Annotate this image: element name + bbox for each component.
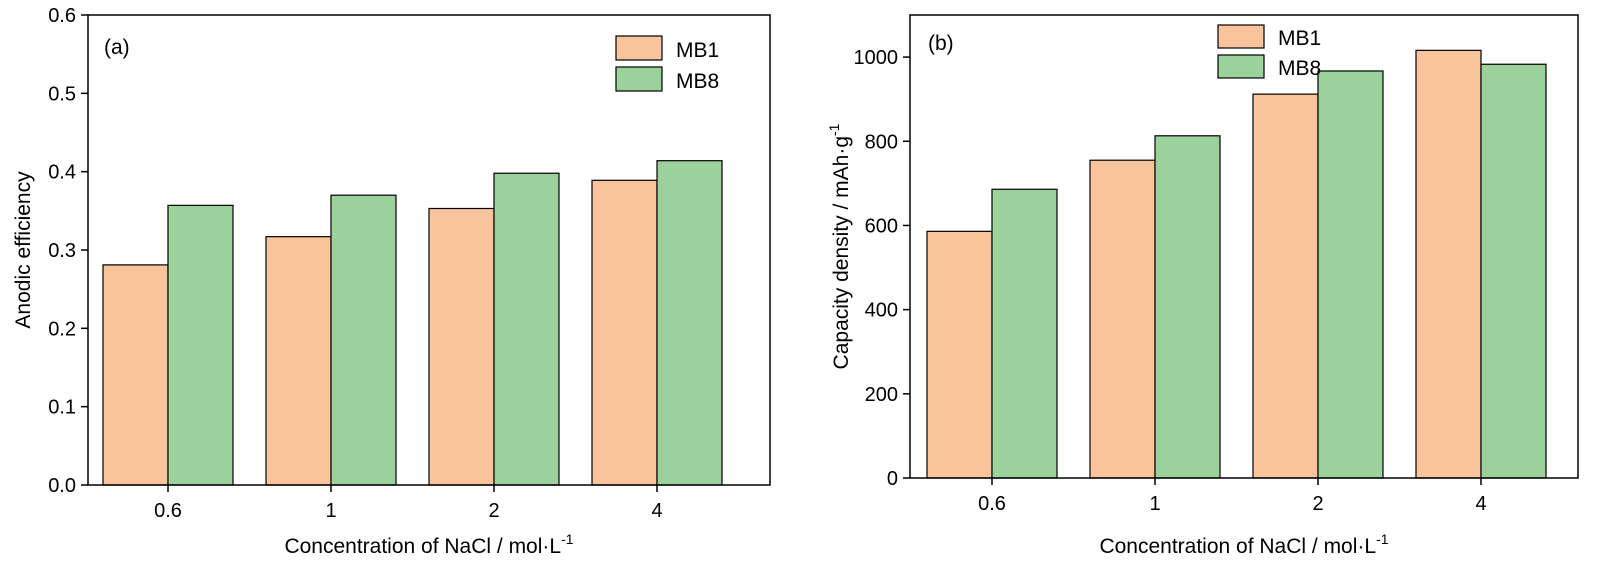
bar-mb8-0_6 bbox=[167, 204, 234, 486]
panel-label: (b) bbox=[928, 32, 954, 55]
legend-label-mb1: MB1 bbox=[676, 39, 719, 62]
y-tick-label: 0.0 bbox=[48, 475, 76, 497]
y-tick-label: 0.4 bbox=[48, 162, 76, 184]
legend-swatch-mb1 bbox=[615, 35, 663, 61]
y-tick-label: 400 bbox=[865, 300, 898, 322]
chart-panel-b: 0.6 1 2 4 0 200 400 600 800 1000 (b) Concentration … bbox=[826, 14, 1579, 558]
x-tick-label: 4 bbox=[1475, 493, 1486, 515]
y-tick-label: 200 bbox=[865, 384, 898, 406]
bar-mb1-2 bbox=[1252, 93, 1319, 479]
bar-mb8-1 bbox=[1154, 135, 1221, 479]
plot-frame bbox=[909, 14, 1579, 479]
legend-label-mb8: MB8 bbox=[1278, 57, 1321, 80]
x-axis-label: Concentration of NaCl / mol·L-1 bbox=[284, 531, 573, 558]
bar-mb1-4 bbox=[591, 179, 658, 486]
x-tick-label: 4 bbox=[651, 500, 662, 522]
bar-mb1-0_6 bbox=[926, 230, 993, 479]
chart-panel-a: 0.6 1 2 4 0.0 0.1 0.2 0.3 0.4 0.5 0.6 (a) Concentrat… bbox=[12, 5, 771, 558]
bar-mb8-2 bbox=[493, 172, 560, 486]
legend-swatch-mb8 bbox=[1217, 54, 1265, 79]
y-axis-label: Anodic efficiency bbox=[12, 171, 35, 329]
y-tick-label: 0.1 bbox=[48, 397, 76, 419]
bar-mb1-1 bbox=[1089, 159, 1156, 479]
y-tick-label: 0 bbox=[887, 468, 898, 490]
x-tick-label: 2 bbox=[488, 500, 499, 522]
x-tick-label: 0.6 bbox=[154, 500, 182, 522]
bar-mb8-4 bbox=[656, 160, 723, 486]
y-tick-label: 1000 bbox=[854, 47, 899, 69]
y-tick-label: 600 bbox=[865, 215, 898, 237]
y-tick-label: 0.6 bbox=[48, 5, 76, 27]
legend-label-mb1: MB1 bbox=[1278, 27, 1321, 50]
x-tick-label: 1 bbox=[325, 500, 336, 522]
y-axis-label: Capacity density / mAh·g-1 bbox=[826, 123, 853, 369]
panel-label: (a) bbox=[104, 36, 130, 59]
bar-mb8-4 bbox=[1480, 63, 1547, 479]
y-tick-label: 0.2 bbox=[48, 318, 76, 340]
x-tick-label: 2 bbox=[1312, 493, 1323, 515]
bar-mb8-1 bbox=[330, 194, 397, 486]
legend-swatch-mb8 bbox=[615, 66, 663, 92]
bar-mb8-2 bbox=[1317, 70, 1384, 479]
bar-mb8-0_6 bbox=[991, 188, 1058, 479]
y-tick-label: 0.5 bbox=[48, 83, 76, 105]
x-tick-label: 1 bbox=[1149, 493, 1160, 515]
y-tick-label: 800 bbox=[865, 131, 898, 153]
x-tick-label: 0.6 bbox=[978, 493, 1006, 515]
y-tick-label: 0.3 bbox=[48, 240, 76, 262]
x-axis-label: Concentration of NaCl / mol·L-1 bbox=[1099, 531, 1388, 558]
legend-swatch-mb1 bbox=[1217, 24, 1265, 49]
bar-mb1-0_6 bbox=[102, 264, 169, 486]
bar-mb1-4 bbox=[1415, 49, 1482, 479]
bar-mb1-2 bbox=[428, 207, 495, 486]
legend-label-mb8: MB8 bbox=[676, 70, 719, 93]
bar-mb1-1 bbox=[265, 236, 332, 486]
